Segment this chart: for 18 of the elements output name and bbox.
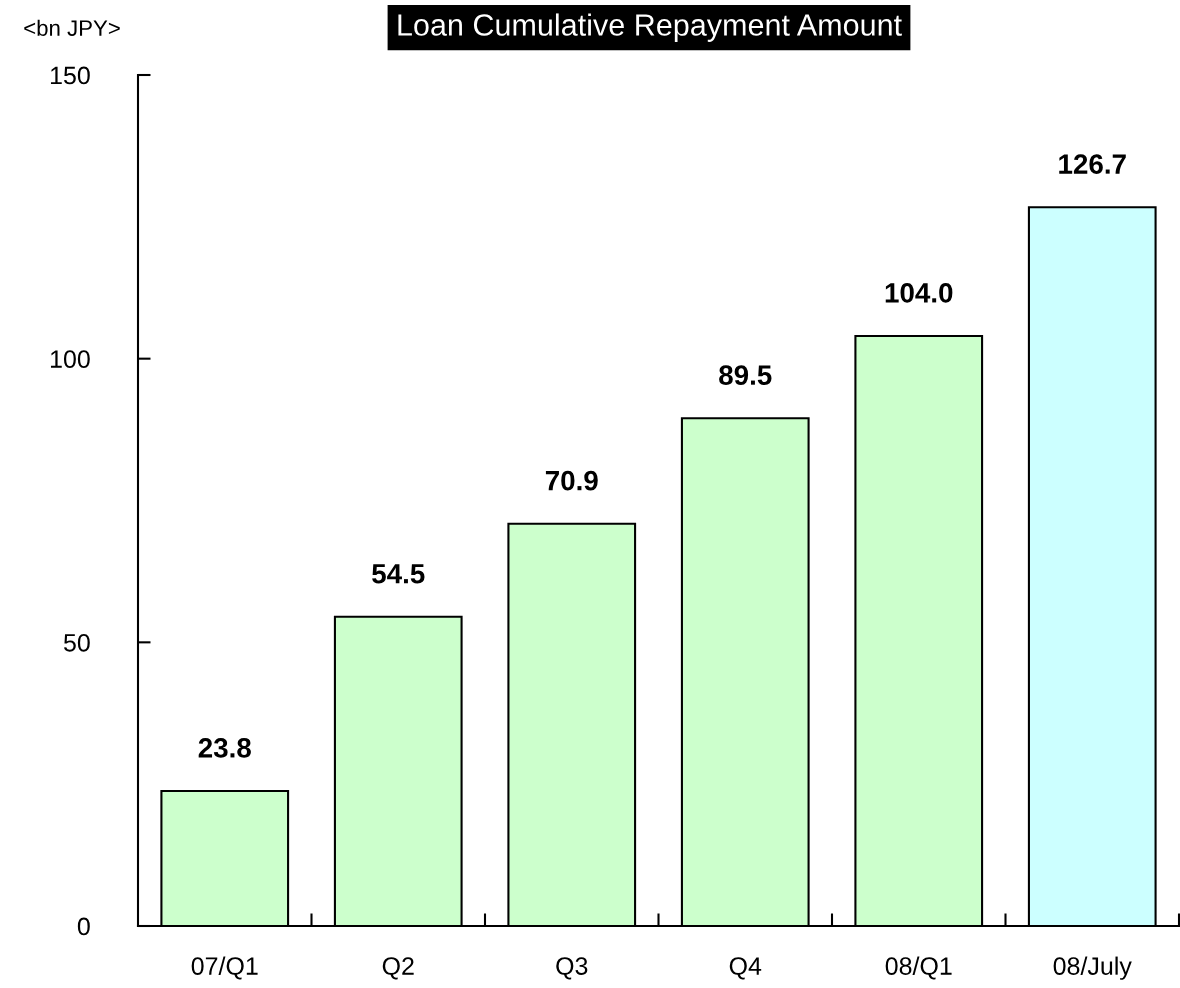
data-label: 70.9 <box>545 470 598 491</box>
x-tick-label: 07/Q1 <box>191 956 258 980</box>
y-tick-label: 50 <box>63 633 90 652</box>
x-tick-label: 08/July <box>1053 956 1132 980</box>
data-label: 126.7 <box>1059 154 1126 174</box>
x-tick-label: 08/Q1 <box>885 956 952 980</box>
y-axis-title: <bn JPY> <box>24 19 120 36</box>
y-tick-label: 100 <box>50 350 90 368</box>
y-tick-label: 150 <box>50 66 90 85</box>
chart-title: Loan Cumulative Repayment Amount <box>398 13 902 42</box>
x-tick-label: Q2 <box>382 957 414 980</box>
data-label: 23.8 <box>198 738 251 758</box>
y-tick-label: 0 <box>77 917 90 936</box>
data-label: 89.5 <box>719 365 772 385</box>
x-tick-label: Q3 <box>556 957 588 980</box>
data-label: 54.5 <box>372 564 425 584</box>
data-label: 104.0 <box>885 283 953 303</box>
x-tick-label: Q4 <box>729 957 762 980</box>
